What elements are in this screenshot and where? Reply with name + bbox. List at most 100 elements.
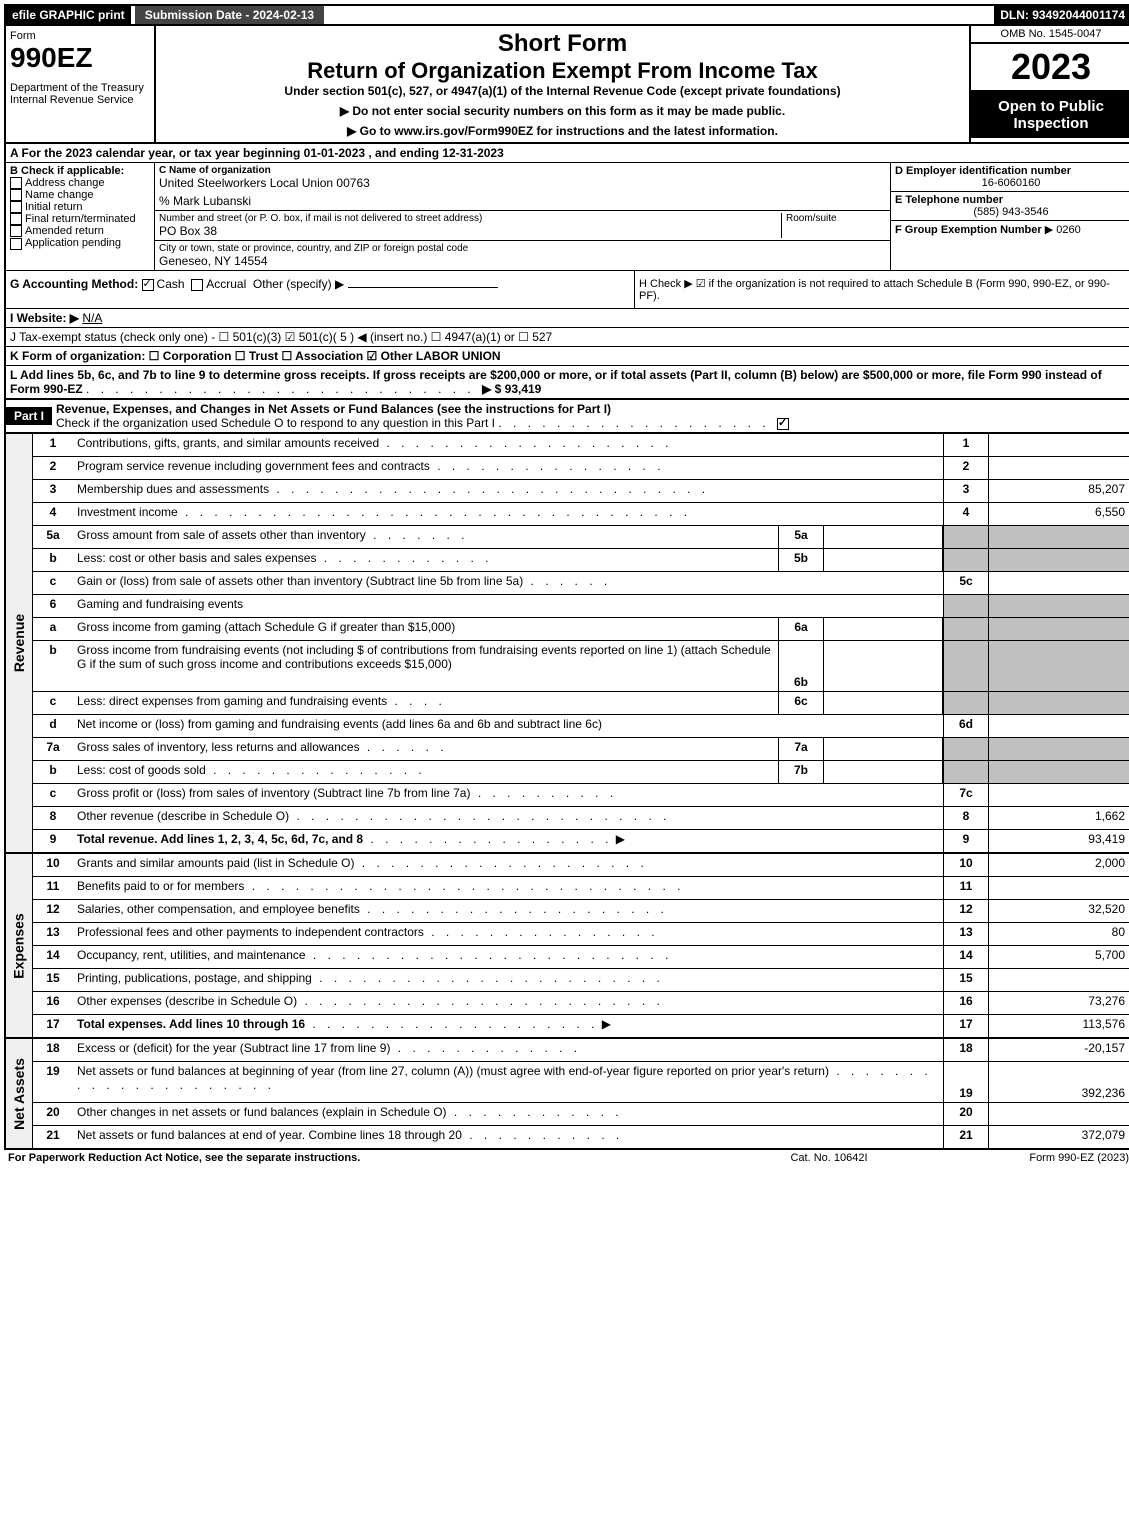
l6-rnum xyxy=(943,595,988,617)
line-5a: 5a Gross amount from sale of assets othe… xyxy=(33,526,1129,549)
l7a-rval xyxy=(988,738,1129,760)
l21-label: Net assets or fund balances at end of ye… xyxy=(77,1128,462,1142)
l5a-num: 5a xyxy=(33,526,73,548)
line-6b: b Gross income from fundraising events (… xyxy=(33,641,1129,692)
l5b-rnum xyxy=(943,549,988,571)
l1-label: Contributions, gifts, grants, and simila… xyxy=(77,436,379,450)
l7b-rval xyxy=(988,761,1129,783)
l7b-rnum xyxy=(943,761,988,783)
l13-rval: 80 xyxy=(988,923,1129,945)
l20-num: 20 xyxy=(33,1103,73,1125)
line-18: 18 Excess or (deficit) for the year (Sub… xyxy=(33,1039,1129,1062)
l8-label: Other revenue (describe in Schedule O) xyxy=(77,809,289,823)
section-def: D Employer identification number 16-6060… xyxy=(890,163,1129,270)
website: N/A xyxy=(82,311,102,325)
other-label: Other (specify) ▶ xyxy=(253,277,344,291)
chk-final[interactable]: Final return/terminated xyxy=(10,213,150,225)
l5c-label: Gain or (loss) from sale of assets other… xyxy=(77,574,523,588)
l4-rnum: 4 xyxy=(943,503,988,525)
line-1: 1 Contributions, gifts, grants, and simi… xyxy=(33,434,1129,457)
section-k: K Form of organization: ☐ Corporation ☐ … xyxy=(6,347,1129,366)
l16-rnum: 16 xyxy=(943,992,988,1014)
l1-rnum: 1 xyxy=(943,434,988,456)
dept-treasury: Department of the Treasury Internal Reve… xyxy=(10,82,150,106)
short-form-title: Short Form xyxy=(162,30,963,58)
i-label: I Website: ▶ xyxy=(10,311,79,325)
expenses-section: Expenses 10 Grants and similar amounts p… xyxy=(6,854,1129,1039)
line-10: 10 Grants and similar amounts paid (list… xyxy=(33,854,1129,877)
line-6: 6 Gaming and fundraising events xyxy=(33,595,1129,618)
l12-label: Salaries, other compensation, and employ… xyxy=(77,902,360,916)
group-exemption: ▶ 0260 xyxy=(1045,224,1081,236)
section-j: J Tax-exempt status (check only one) - ☐… xyxy=(6,328,1129,347)
other-specify-line[interactable] xyxy=(348,287,498,288)
goto-link[interactable]: ▶ Go to www.irs.gov/Form990EZ for instru… xyxy=(162,124,963,138)
submission-date: Submission Date - 2024-02-13 xyxy=(135,6,324,24)
l7b-inval xyxy=(824,761,943,783)
l9-label: Total revenue. Add lines 1, 2, 3, 4, 5c,… xyxy=(77,832,363,846)
footer-left: For Paperwork Reduction Act Notice, see … xyxy=(8,1152,729,1164)
section-a: A For the 2023 calendar year, or tax yea… xyxy=(6,144,1129,163)
l6d-num: d xyxy=(33,715,73,737)
form-container: efile GRAPHIC print Submission Date - 20… xyxy=(4,4,1129,1150)
l3-num: 3 xyxy=(33,480,73,502)
l15-label: Printing, publications, postage, and shi… xyxy=(77,971,312,985)
l1-num: 1 xyxy=(33,434,73,456)
chk-amended[interactable]: Amended return xyxy=(10,225,150,237)
line-19: 19 Net assets or fund balances at beginn… xyxy=(33,1062,1129,1103)
chk-address[interactable]: Address change xyxy=(10,177,150,189)
l-amount: ▶ $ 93,419 xyxy=(482,382,541,396)
l5b-rval xyxy=(988,549,1129,571)
chk-schedule-o[interactable] xyxy=(777,418,789,430)
org-name: United Steelworkers Local Union 00763 xyxy=(159,176,886,190)
l12-num: 12 xyxy=(33,900,73,922)
chk-accrual[interactable] xyxy=(191,279,203,291)
l20-label: Other changes in net assets or fund bala… xyxy=(77,1105,447,1119)
l8-num: 8 xyxy=(33,807,73,829)
l17-rnum: 17 xyxy=(943,1015,988,1037)
e-label: E Telephone number xyxy=(895,194,1127,206)
l6-rval xyxy=(988,595,1129,617)
omb-number: OMB No. 1545-0047 xyxy=(971,26,1129,44)
l6a-innum: 6a xyxy=(778,618,824,640)
dln: DLN: 93492044001174 xyxy=(994,6,1129,24)
l20-rnum: 20 xyxy=(943,1103,988,1125)
chk-initial[interactable]: Initial return xyxy=(10,201,150,213)
phone: (585) 943-3546 xyxy=(895,206,1127,218)
chk-cash[interactable] xyxy=(142,279,154,291)
l6d-rval xyxy=(988,715,1129,737)
l15-rval xyxy=(988,969,1129,991)
expenses-vert-label: Expenses xyxy=(6,854,33,1037)
form-header: Form 990EZ Department of the Treasury In… xyxy=(6,26,1129,144)
line-20: 20 Other changes in net assets or fund b… xyxy=(33,1103,1129,1126)
chk-pending[interactable]: Application pending xyxy=(10,237,150,249)
line-15: 15 Printing, publications, postage, and … xyxy=(33,969,1129,992)
l11-num: 11 xyxy=(33,877,73,899)
section-i: I Website: ▶ N/A xyxy=(6,309,1129,328)
l10-label: Grants and similar amounts paid (list in… xyxy=(77,856,354,870)
l18-rnum: 18 xyxy=(943,1039,988,1061)
section-l: L Add lines 5b, 6c, and 7b to line 9 to … xyxy=(6,366,1129,400)
line-6a: a Gross income from gaming (attach Sched… xyxy=(33,618,1129,641)
l6a-rnum xyxy=(943,618,988,640)
form-number: 990EZ xyxy=(10,42,150,74)
efile-print[interactable]: efile GRAPHIC print xyxy=(6,6,131,24)
l7a-rnum xyxy=(943,738,988,760)
l14-num: 14 xyxy=(33,946,73,968)
l6b-innum: 6b xyxy=(778,641,824,691)
care-of: % Mark Lubanski xyxy=(159,194,886,208)
l5b-innum: 5b xyxy=(778,549,824,571)
chk-name[interactable]: Name change xyxy=(10,189,150,201)
l5a-rnum xyxy=(943,526,988,548)
street: PO Box 38 xyxy=(159,224,781,238)
ssn-warning: ▶ Do not enter social security numbers o… xyxy=(162,104,963,118)
l5c-rval xyxy=(988,572,1129,594)
l6c-label: Less: direct expenses from gaming and fu… xyxy=(77,694,387,708)
l4-label: Investment income xyxy=(77,505,178,519)
under-section: Under section 501(c), 527, or 4947(a)(1)… xyxy=(162,84,963,98)
l13-label: Professional fees and other payments to … xyxy=(77,925,424,939)
l19-label: Net assets or fund balances at beginning… xyxy=(77,1064,829,1078)
l9-rnum: 9 xyxy=(943,830,988,852)
line-9: 9 Total revenue. Add lines 1, 2, 3, 4, 5… xyxy=(33,830,1129,852)
l6c-inval xyxy=(824,692,943,714)
